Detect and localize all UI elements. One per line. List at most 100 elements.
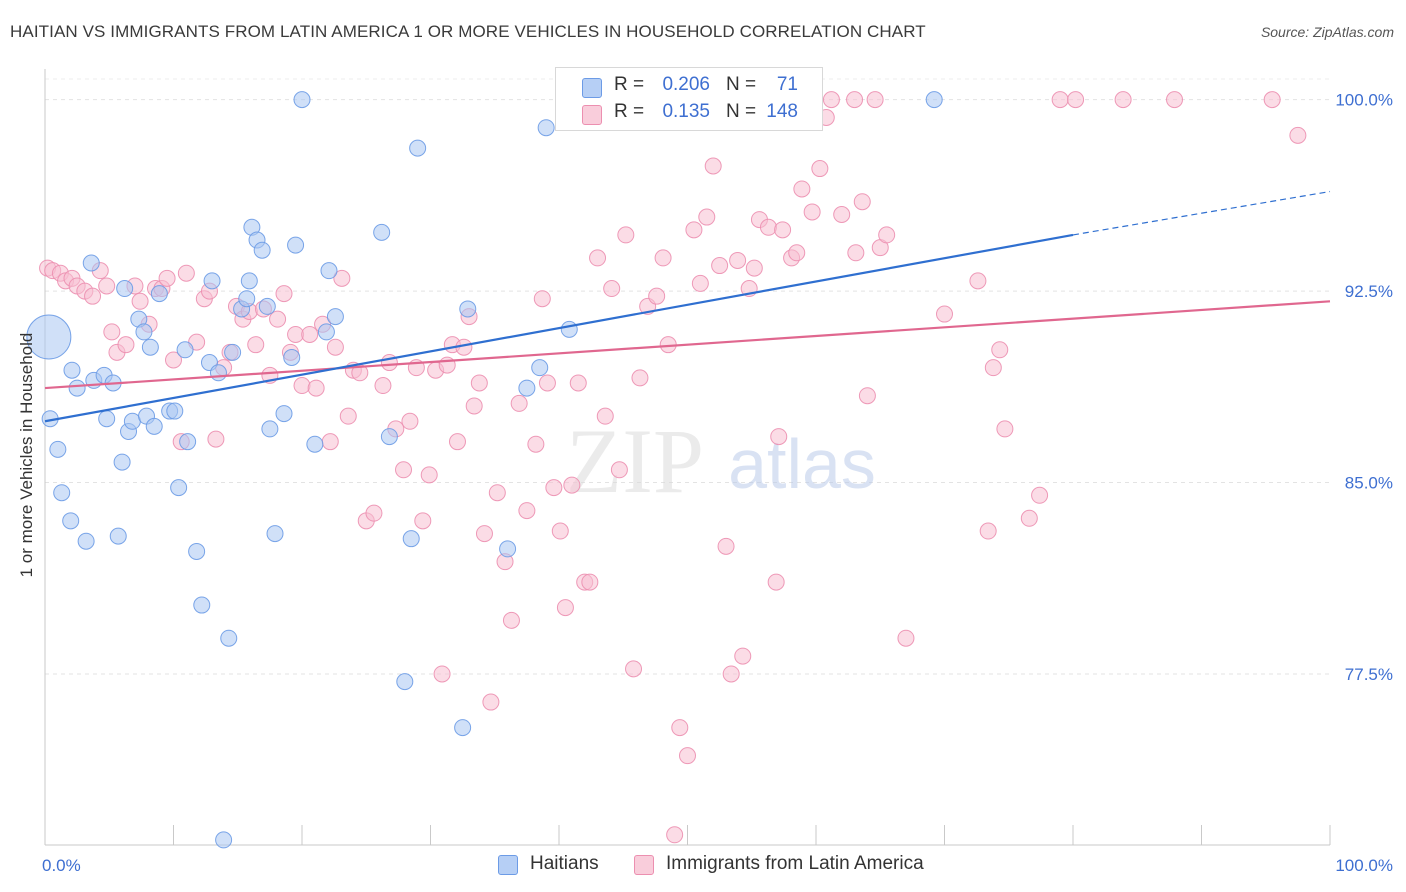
data-point [822,91,840,109]
data-point [84,287,102,305]
data-point [866,91,884,109]
data-point [788,244,806,262]
data-point [499,540,517,558]
data-point [396,673,414,691]
data-point [991,341,1009,359]
data-point [261,420,279,438]
data-point [984,359,1002,377]
data-point [165,351,182,369]
y-axis-label: 1 or more Vehicles in Household [17,332,36,578]
legend-swatch-blue [498,855,518,875]
data-point [803,203,821,221]
series-legend: Haitians Immigrants from Latin America [0,852,1406,878]
n-value: 148 [766,101,798,122]
legend-label: Haitians [530,853,599,874]
chart-title: HAITIAN VS IMMIGRANTS FROM LATIN AMERICA… [10,22,926,41]
data-point [293,91,311,109]
data-point [603,280,621,298]
data-point [374,377,392,395]
r-label: R = [614,74,645,95]
data-point [527,435,545,453]
data-point [166,402,184,420]
data-point [774,221,792,239]
data-point [150,285,168,303]
data-point [269,310,287,328]
data-point [307,379,325,397]
data-point [711,257,729,275]
data-point [68,379,86,397]
legend-label: Immigrants from Latin America [666,853,924,874]
data-point [1166,91,1184,109]
data-point [722,665,740,683]
data-point [266,525,284,543]
data-point [729,251,747,269]
y-tick-label: 85.0% [1345,474,1393,493]
data-point [301,325,319,343]
data-point [145,417,163,435]
data-point [306,435,324,453]
data-point [293,377,311,395]
data-point [1051,91,1069,109]
data-point [545,479,563,497]
data-point [365,504,383,522]
data-point [979,522,997,540]
trendline-haitians-extension [1072,190,1331,236]
legend-swatch-blue [582,78,602,98]
data-point [326,308,344,326]
data-point [103,323,121,341]
data-point [488,484,506,502]
data-point [858,387,876,405]
data-point [109,527,127,545]
data-point [287,325,305,343]
r-label: R = [614,101,645,122]
data-point [135,323,153,341]
data-point [589,249,607,267]
data-point [215,831,233,849]
data-point [581,573,599,591]
data-point [176,341,194,359]
data-point [131,292,149,310]
data-point [897,629,915,647]
data-point [321,433,339,451]
data-point [26,314,72,360]
stats-row-immigrants: R = 0.135 N = 148 [556,101,822,127]
trendline-haitians [44,233,1074,423]
data-point [448,433,466,451]
data-point [414,512,432,530]
data-point [113,453,131,471]
data-point [459,300,477,318]
n-label: N = [726,74,757,95]
y-tick-label: 77.5% [1345,665,1393,684]
data-point [625,660,643,678]
data-point [745,259,763,277]
data-point [1020,509,1038,527]
data-point [203,272,221,290]
data-point [1031,486,1049,504]
data-point [538,374,556,392]
data-point [240,272,258,290]
data-point [671,719,689,737]
data-point [207,430,225,448]
data-point [465,397,483,415]
data-point [1289,126,1307,144]
data-point [420,466,438,484]
n-value: 71 [776,74,798,95]
series-immigrants-points [39,91,1307,844]
data-point [326,338,344,356]
data-point [734,647,752,665]
data-point [846,91,864,109]
data-point [654,249,672,267]
data-point [475,525,493,543]
data-point [209,364,227,382]
trendline-immigrants [44,300,1331,390]
data-point [551,522,569,540]
data-point [320,262,338,280]
data-point [533,290,551,308]
data-point [49,440,67,458]
tick-labels: 77.5% 85.0% 92.5% 100.0% 0.0% 100.0% [42,91,1393,875]
data-point [470,374,488,392]
data-point [704,157,722,175]
data-point [563,476,581,494]
data-point [518,502,536,520]
n-label: N = [726,101,757,122]
